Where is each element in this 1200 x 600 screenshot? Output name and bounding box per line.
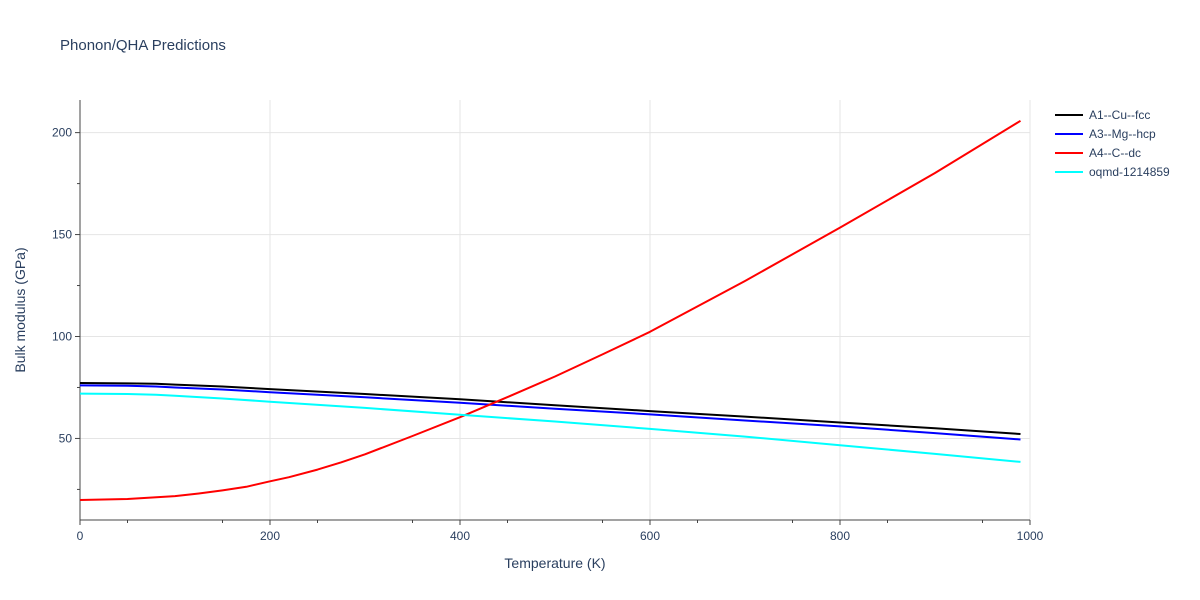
chart-title: Phonon/QHA Predictions [60,37,226,54]
x-tick-label: 400 [450,529,470,543]
y-axis-title: Bulk modulus (GPa) [12,247,28,372]
y-tick-label: 50 [59,431,73,445]
y-tick-label: 100 [52,330,72,344]
legend-label[interactable]: A3--Mg--hcp [1089,127,1156,141]
series-lines [79,119,1022,501]
series-line [79,119,1022,501]
legend-label[interactable]: oqmd-1214859 [1089,165,1170,179]
x-axis-title: Temperature (K) [504,555,605,571]
x-tick-label: 800 [830,529,850,543]
legend[interactable]: A1--Cu--fcc A3--Mg--hcp A4--C--dc oqmd-1214… [1055,108,1170,179]
grid-lines [80,100,1031,520]
series-line [79,382,1021,435]
series-line [79,384,1021,441]
x-tick-label: 200 [260,529,280,543]
axes: 0 200 400 600 800 1000 50 100 150 200 [52,100,1044,543]
legend-label[interactable]: A1--Cu--fcc [1089,108,1150,122]
legend-label[interactable]: A4--C--dc [1089,146,1141,160]
series-line [79,392,1021,463]
x-tick-label: 1000 [1017,529,1044,543]
x-tick-label: 600 [640,529,660,543]
x-tick-label: 0 [77,529,84,543]
y-tick-label: 200 [52,126,72,140]
y-tick-label: 150 [52,228,72,242]
